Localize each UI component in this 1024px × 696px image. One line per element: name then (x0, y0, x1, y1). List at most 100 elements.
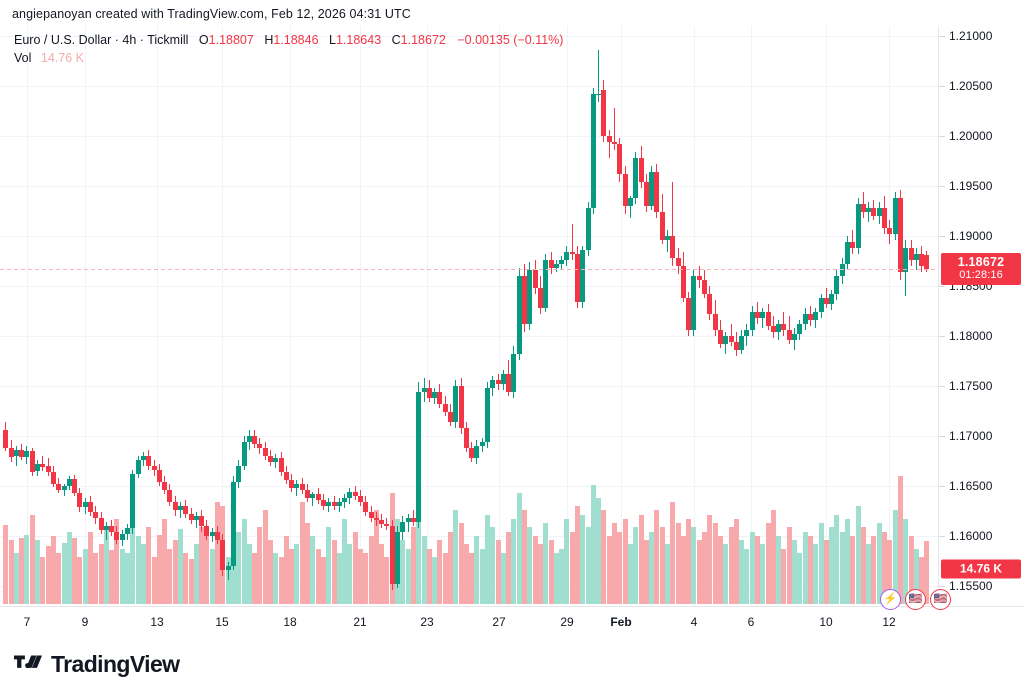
volume-bar (426, 548, 432, 604)
candle-wick (598, 50, 600, 102)
candle-body (389, 526, 395, 584)
volume-bar (543, 523, 549, 604)
candle-body (723, 336, 729, 344)
volume-bar (273, 552, 279, 604)
candle-body (733, 342, 739, 350)
candle-body (35, 464, 41, 471)
volume-bar (109, 550, 115, 604)
volume-bar (792, 540, 798, 604)
time-axis-label: 10 (819, 615, 833, 629)
volume-bar (56, 552, 62, 604)
candle-body (241, 442, 247, 466)
candle-body (13, 450, 19, 456)
candle-body (183, 506, 189, 514)
volume-bar (469, 552, 475, 604)
candle-body (712, 314, 718, 330)
candle-body (172, 502, 178, 510)
candle-body (193, 516, 199, 520)
horizontal-gridline (0, 336, 938, 337)
volume-bar (823, 540, 829, 604)
time-axis-label: 7 (23, 615, 31, 629)
volume-bar (882, 531, 888, 604)
candle-wick (105, 522, 107, 540)
price-axis-label: 1.17000 (949, 429, 993, 443)
price-axis-label: 1.20500 (949, 79, 993, 93)
price-axis-label: 1.17500 (949, 379, 993, 393)
vertical-gridline (567, 26, 568, 606)
volume-bar (654, 510, 660, 604)
time-axis-label: Feb (610, 615, 632, 629)
candle-body (897, 198, 903, 272)
candle-body (19, 450, 25, 457)
candle-body (437, 392, 443, 404)
volume-value-badge: 14.76 K (941, 559, 1021, 579)
candle-body (696, 276, 702, 280)
candle-body (373, 518, 379, 520)
time-axis[interactable]: 7 9 13 15 18 21 23 27 29 Feb 4 6 10 12 (0, 606, 1024, 638)
volume-bar (241, 518, 247, 604)
chart-plot-area[interactable] (0, 26, 938, 606)
volume-bar (188, 558, 194, 604)
candle-body (310, 494, 316, 498)
candle-body (686, 298, 692, 330)
candle-body (707, 294, 713, 314)
volume-bar (839, 531, 845, 604)
price-axis-label: 1.16000 (949, 529, 993, 543)
candle-body (617, 144, 623, 174)
volume-bar (723, 544, 729, 604)
volume-bar (193, 544, 199, 604)
volume-bar (474, 535, 480, 604)
volume-bar (887, 540, 893, 604)
volume-bar (82, 548, 88, 604)
vertical-gridline (290, 26, 291, 606)
candle-body (252, 436, 258, 444)
volume-bar (897, 476, 903, 604)
volume-bar (829, 527, 835, 604)
volume-bar (548, 540, 554, 604)
candle-body (204, 526, 210, 536)
volume-bar (130, 501, 136, 604)
earnings-lightning-badge[interactable]: ⚡ (880, 589, 901, 610)
volume-bar (633, 527, 639, 604)
volume-bar (860, 527, 866, 604)
price-axis-tick (939, 236, 945, 237)
volume-bar (770, 510, 776, 604)
volume-bar (267, 540, 273, 604)
volume-bar (786, 527, 792, 604)
us-economic-event-badge-1[interactable]: 🇺🇸 (905, 589, 926, 610)
candle-body (24, 451, 30, 457)
candle-wick (15, 446, 17, 466)
volume-bar (744, 548, 750, 604)
candle-body (638, 158, 644, 182)
volume-bar (363, 552, 369, 604)
time-axis-label: 6 (747, 615, 755, 629)
candle-body (871, 208, 877, 216)
volume-bar (320, 557, 326, 604)
time-axis-label: 21 (353, 615, 367, 629)
volume-bar (410, 527, 416, 604)
candle-body (453, 386, 459, 422)
price-axis-tick (939, 36, 945, 37)
candle-body (612, 142, 618, 144)
candle-body (262, 448, 268, 456)
candle-body (384, 524, 390, 526)
candle-body (543, 260, 549, 308)
price-axis-label: 1.20000 (949, 129, 993, 143)
price-axis[interactable]: 1.21000 1.20500 1.20000 1.19500 1.19000 1.185… (938, 26, 1024, 606)
time-axis-label: 9 (81, 615, 89, 629)
candle-body (728, 336, 734, 342)
us-economic-event-badge-2[interactable]: 🇺🇸 (930, 589, 951, 610)
volume-bar (447, 531, 453, 604)
volume-bar (485, 514, 491, 604)
candle-body (167, 490, 173, 502)
volume-bar (310, 535, 316, 604)
candle-body (606, 136, 612, 142)
vertical-gridline (427, 26, 428, 606)
candle-body (590, 94, 596, 208)
volume-bar (760, 544, 766, 604)
candle-body (813, 312, 819, 320)
candle-body (924, 255, 930, 269)
volume-bar (585, 527, 591, 604)
candle-body (643, 182, 649, 206)
